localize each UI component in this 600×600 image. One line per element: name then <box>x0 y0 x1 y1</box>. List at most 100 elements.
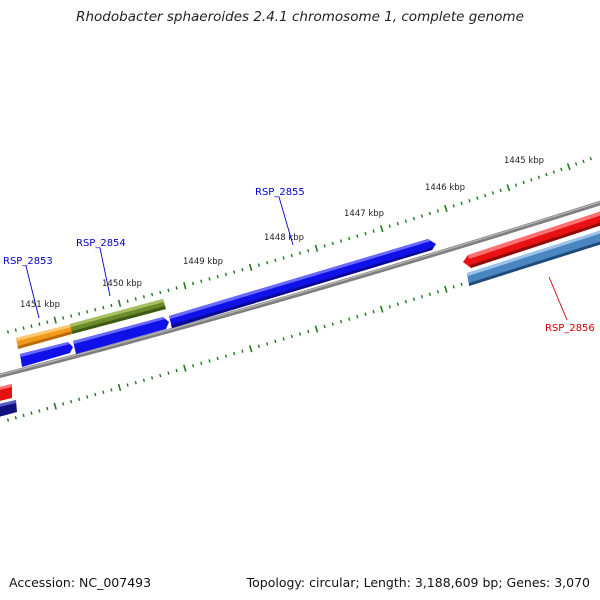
minor-tick <box>589 156 592 161</box>
genome-summary-text: Topology: circular; Length: 3,188,609 bp… <box>246 575 590 590</box>
minor-tick <box>499 188 502 193</box>
minor-tick <box>200 361 203 366</box>
tick-labels: 1445 kbp 1446 kbp 1447 kbp 1448 kbp 1449… <box>20 156 544 310</box>
gene-blue-a[interactable] <box>20 342 73 367</box>
minor-tick <box>167 288 170 292</box>
minor-tick <box>102 390 105 394</box>
minor-tick <box>436 209 440 213</box>
minor-tick <box>208 277 211 281</box>
minor-tick <box>30 324 33 328</box>
minor-tick <box>307 249 310 253</box>
major-tick <box>506 184 511 192</box>
accession-text: Accession: NC_007493 <box>9 575 152 590</box>
minor-tick <box>142 378 146 383</box>
minor-tick <box>86 395 89 399</box>
minor-tick <box>200 279 203 283</box>
minor-tick <box>545 172 548 177</box>
gene-red-right[interactable] <box>463 210 600 268</box>
gene-label-rsp-2856[interactable]: RSP_2856 <box>545 323 595 334</box>
minor-tick <box>404 299 408 304</box>
major-tick <box>314 325 319 333</box>
map-title: Rhodobacter sphaeroides 2.4.1 chromosome… <box>76 9 524 25</box>
gene-label-rsp-2853[interactable]: RSP_2853 <box>3 256 53 267</box>
minor-tick <box>452 285 455 289</box>
minor-tick <box>298 332 302 336</box>
tick-label: 1449 kbp <box>183 257 223 267</box>
minor-tick <box>396 221 400 226</box>
minor-tick <box>46 320 49 324</box>
minor-tick <box>282 256 285 260</box>
minor-tick <box>582 159 585 164</box>
minor-tick <box>372 309 375 314</box>
minor-tick <box>364 231 367 236</box>
minor-tick <box>420 214 424 218</box>
minor-tick <box>348 236 351 241</box>
minor-tick <box>38 322 41 326</box>
minor-tick <box>110 388 113 392</box>
minor-tick <box>530 178 533 182</box>
gene-label-rsp-2855[interactable]: RSP_2855 <box>255 187 305 198</box>
gene-label-rsp-2854[interactable]: RSP_2854 <box>76 238 126 249</box>
minor-tick <box>126 299 129 303</box>
reverse-strand-track <box>0 229 600 418</box>
minor-tick <box>483 193 487 198</box>
minor-tick <box>298 251 302 255</box>
minor-tick <box>78 312 81 316</box>
minor-tick <box>574 162 578 166</box>
minor-tick <box>274 339 277 344</box>
minor-tick <box>356 234 359 238</box>
minor-tick <box>339 239 343 243</box>
gene-blue-b[interactable] <box>73 317 169 354</box>
minor-tick <box>22 326 25 330</box>
minor-tick <box>110 303 113 308</box>
major-tick <box>314 244 319 252</box>
minor-tick <box>323 324 326 329</box>
major-tick <box>566 163 571 171</box>
minor-tick <box>159 373 162 378</box>
minor-tick <box>175 368 178 373</box>
minor-tick <box>552 170 556 174</box>
gene-rsp-2854[interactable] <box>70 299 166 334</box>
minor-tick <box>216 356 219 361</box>
tick-label: 1447 kbp <box>344 209 384 219</box>
major-tick <box>183 282 187 290</box>
major-tick <box>248 263 253 271</box>
minor-tick <box>388 304 391 309</box>
minor-tick <box>224 272 228 277</box>
major-tick <box>183 364 187 372</box>
minor-tick <box>266 260 269 265</box>
major-tick <box>379 305 384 313</box>
tick-label: 1446 kbp <box>425 183 465 193</box>
minor-tick <box>412 297 416 301</box>
gene-navy-left[interactable] <box>0 400 17 418</box>
minor-tick <box>134 380 137 385</box>
minor-tick <box>323 244 326 248</box>
major-tick <box>117 299 122 307</box>
minor-tick <box>388 224 391 228</box>
gene-rsp-2855[interactable] <box>169 239 436 328</box>
gene-red-left[interactable] <box>0 384 12 402</box>
minor-tick <box>241 349 244 353</box>
minor-tick <box>233 270 236 274</box>
minor-tick <box>62 316 65 320</box>
minor-tick <box>420 295 424 299</box>
minor-tick <box>6 418 10 422</box>
minor-tick <box>134 297 137 301</box>
minor-tick <box>70 399 73 404</box>
minor-tick <box>14 328 17 332</box>
minor-tick <box>452 204 455 208</box>
chromosome-backbone <box>0 200 600 379</box>
forward-strand-track <box>0 210 600 402</box>
minor-tick <box>460 201 463 206</box>
minor-tick <box>142 295 145 299</box>
gene-rsp-2853[interactable] <box>16 324 72 349</box>
minor-tick <box>70 314 73 318</box>
minor-tick <box>331 322 334 326</box>
gene-rsp-2856[interactable] <box>467 229 600 286</box>
minor-tick <box>6 330 10 334</box>
minor-tick <box>167 371 170 375</box>
minor-tick <box>191 364 195 368</box>
minor-tick <box>282 337 285 341</box>
minor-tick <box>159 290 162 295</box>
minor-tick <box>191 281 195 286</box>
